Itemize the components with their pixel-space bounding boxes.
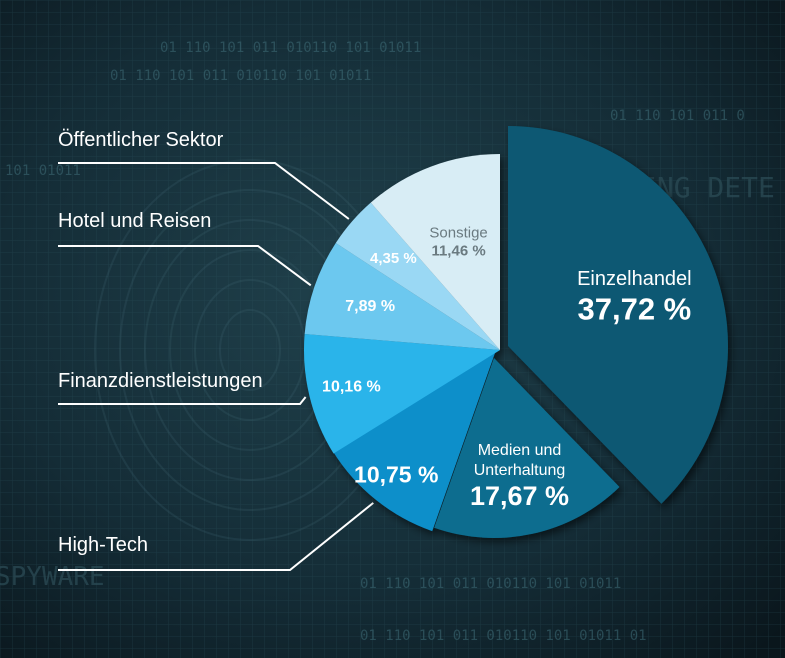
callout-label: Öffentlicher Sektor xyxy=(58,129,224,151)
background-binary-text: 01 110 101 011 0 xyxy=(610,108,745,124)
slice-name-label: Unterhaltung xyxy=(474,462,566,479)
pie-slice-4 xyxy=(304,334,500,454)
leader-lines xyxy=(58,162,374,571)
background-binary-text: 01 110 101 011 010110 101 01011 xyxy=(360,576,621,592)
pie-slice-6 xyxy=(335,202,500,350)
background-binary-text: 01 110 101 011 010110 101 01011 xyxy=(110,68,371,84)
pie-slice-3 xyxy=(332,350,496,532)
callout-label: Finanzdienstleistungen xyxy=(58,370,263,392)
slice-value-label: 7,89 % xyxy=(345,298,395,315)
callout-label: Hotel und Reisen xyxy=(58,210,212,232)
slice-value-label: 10,16 % xyxy=(322,379,381,396)
slice-value-label: 10,75 % xyxy=(354,461,438,487)
pie-slice-2 xyxy=(434,358,620,538)
background-binary-text: 01 110 101 011 010110 101 01011 xyxy=(160,40,421,56)
pie-slice-7 xyxy=(370,154,500,350)
slice-value-label: 11,46 % xyxy=(431,242,485,259)
pie-slices xyxy=(304,126,728,538)
background-word-text: SPYWARE xyxy=(0,562,105,592)
background-binary-text: 01 110 101 011 010110 101 01011 01 xyxy=(360,628,647,644)
leader-line xyxy=(58,396,307,405)
slice-value-label: 4,35 % xyxy=(370,250,417,267)
callout-label: High-Tech xyxy=(58,534,149,556)
pie-slice-5 xyxy=(304,243,500,350)
slice-name-label: Sonstige xyxy=(429,224,487,241)
slice-value-label: 17,67 % xyxy=(470,481,569,511)
slice-value-label: 37,72 % xyxy=(577,292,691,327)
background-binary-text: 101 01011 xyxy=(5,163,81,179)
leader-line xyxy=(58,162,350,220)
slice-name-label: Einzelhandel xyxy=(577,268,692,290)
pie-slice-1 xyxy=(508,126,728,504)
leader-line xyxy=(58,502,374,571)
leader-line xyxy=(58,245,312,287)
slice-name-label: Medien und xyxy=(478,442,562,459)
